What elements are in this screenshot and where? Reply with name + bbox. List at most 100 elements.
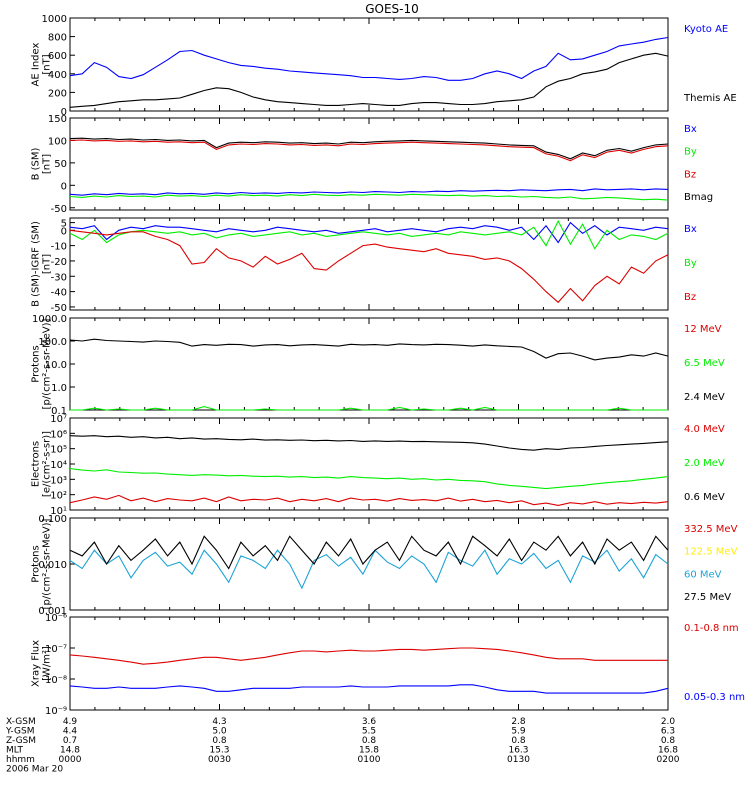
legend-label: Kyoto AE: [684, 24, 728, 35]
ephemeris-value: 2.0: [661, 717, 676, 727]
ephemeris-value: 5.5: [362, 727, 376, 737]
legend-label: Bmag: [684, 192, 713, 203]
ephemeris-value: 0100: [358, 755, 381, 765]
panel-protons_hi: 0.001 0.010 0.100 Protons [p/(cm²-s-sr-MeV)]…: [31, 514, 738, 617]
series-line-Bx: [69, 188, 669, 196]
legend-label: 6.5 MeV: [684, 358, 725, 369]
legend-label: By: [684, 147, 697, 158]
y-tick-label: -10: [51, 242, 67, 253]
y-tick-label: 400: [48, 70, 67, 81]
y-tick-label: 10²: [50, 491, 67, 502]
ephemeris-value: 15.8: [359, 746, 379, 756]
ephemeris-value: 0130: [507, 755, 530, 765]
ephemeris-row-label: MLT: [6, 746, 24, 756]
y-tick-label: 200: [48, 88, 67, 99]
y-tick-label: 0.010: [38, 560, 67, 571]
y-tick-label: 50: [54, 159, 67, 170]
panel-xray: 10⁻⁹ 10⁻⁸ 10⁻⁷ 10⁻⁶ Xray Flux [W/m²] 0.1-0.8 n…: [31, 613, 746, 717]
ephemeris-value: 5.0: [212, 727, 227, 737]
legend-label: 4.0 MeV: [684, 424, 725, 435]
y-tick-label: 0: [61, 181, 67, 192]
y-tick-label: -30: [51, 272, 67, 283]
ephemeris-row-label: Y-GSM: [5, 727, 34, 737]
y-tick-label: 1000: [42, 14, 67, 25]
y-axis-label: [e/(cm²-s-sr)]: [42, 431, 53, 497]
y-tick-label: 10⁷: [50, 414, 67, 425]
panel-frame: [69, 317, 669, 411]
ephemeris-value: 15.3: [209, 746, 229, 756]
series-line-Themis-AE: [69, 52, 669, 108]
panel-electrons: 10¹ 10² 10³ 10⁴ 10⁵ 10⁶ 10⁷ Electrons [e/(cm²-s-…: [31, 414, 725, 517]
y-tick-label: 0: [61, 226, 67, 237]
legend-label: 0.05-0.3 nm: [684, 692, 745, 703]
ephemeris-value: 0000: [59, 755, 82, 765]
plot-title: GOES-10: [365, 2, 419, 16]
series-line-Kyoto-AE: [69, 36, 669, 81]
y-axis-label: [nT]: [42, 54, 53, 74]
panel-frame: [69, 616, 669, 711]
series-line-0-1-0-8-nm: [69, 647, 668, 665]
panel-protons_lo: 0.1 1.0 10.0 100.0 1000.0 Protons [p/(cm²-s-sr…: [31, 314, 725, 417]
ephemeris-row-label: Z-GSM: [6, 736, 36, 746]
panel-frame: [69, 417, 669, 511]
ephemeris-value: 0.8: [511, 736, 526, 746]
y-tick-label: 0.100: [38, 514, 67, 525]
y-axis-label: [nT]: [42, 154, 53, 174]
y-tick-label: 0.1: [51, 406, 67, 417]
ephemeris-value: 2.8: [511, 717, 526, 727]
series-line-0-6-MeV: [69, 435, 669, 451]
legend-label: 60 MeV: [684, 569, 722, 580]
legend-label: 12 MeV: [684, 324, 722, 335]
ephemeris-value: 4.3: [212, 717, 226, 727]
ephemeris-value: 0.7: [63, 736, 77, 746]
ephemeris-value: 4.9: [63, 717, 78, 727]
ephemeris-value: 4.4: [63, 727, 78, 737]
ephemeris-value: 14.8: [60, 746, 80, 756]
y-axis-label: AE Index: [31, 42, 42, 86]
y-tick-label: -50: [51, 303, 67, 314]
legend-label: Bx: [684, 124, 697, 135]
y-tick-label: 10⁵: [50, 445, 67, 456]
panel-bsmigrf: -50 -40 -30 -20 -10 05 B (SM)-IGRF (SM) [nT] Bx B…: [31, 217, 697, 314]
y-tick-label: 10⁴: [50, 460, 67, 471]
series-line-Bz: [69, 229, 669, 304]
panel-bsm: -50 0 50 100 150 B (SM) [nT] Bx By Bz Bmag: [31, 114, 714, 215]
y-tick-label: 100.0: [38, 337, 67, 348]
legend-label: 2.0 MeV: [684, 458, 725, 469]
y-tick-label: 5: [61, 219, 67, 230]
y-axis-label: Xray Flux: [31, 640, 42, 687]
series-line-By: [69, 219, 669, 250]
y-tick-label: -20: [51, 257, 67, 268]
y-tick-label: 10⁶: [50, 429, 67, 440]
y-axis-label: Electrons: [31, 441, 42, 487]
ephemeris-row-label: X-GSM: [6, 717, 36, 727]
ephemeris-value: 0.8: [212, 736, 227, 746]
legend-label: Bx: [684, 224, 697, 235]
ephemeris-value: 3.6: [362, 717, 377, 727]
y-tick-label: 800: [48, 33, 67, 44]
legend-label: By: [684, 258, 697, 269]
ephemeris-value: 0200: [657, 755, 680, 765]
series-line-2-0-MeV: [69, 468, 669, 490]
panel-ae: 0 200 400 600 800 1000 AE Index [nT] Kyoto AE The…: [31, 14, 737, 118]
y-tick-label: 0: [61, 107, 67, 118]
y-axis-label: [p/(cm²-s-sr-MeV)]: [42, 518, 53, 609]
legend-label: 2.4 MeV: [684, 392, 725, 403]
y-tick-label: 600: [48, 51, 67, 62]
y-axis-label: B (SM)-IGRF (SM): [31, 221, 42, 307]
y-tick-label: 0.001: [38, 606, 67, 617]
legend-label: 122.5 MeV: [684, 547, 738, 558]
series-line-By: [69, 193, 669, 201]
y-tick-label: 1.0: [51, 383, 67, 394]
legend-label: Bz: [684, 292, 696, 303]
series-line-2-4-MeV: [69, 338, 669, 361]
ephemeris-value: 16.3: [508, 746, 528, 756]
ephemeris-value: 0030: [208, 755, 231, 765]
ephemeris-value: 16.8: [658, 746, 678, 756]
series-line-4-0-MeV: [69, 494, 669, 506]
ephemeris-row-label: hhmm: [6, 755, 35, 765]
y-tick-label: -50: [51, 204, 67, 215]
y-axis-label: B (SM): [31, 147, 42, 180]
